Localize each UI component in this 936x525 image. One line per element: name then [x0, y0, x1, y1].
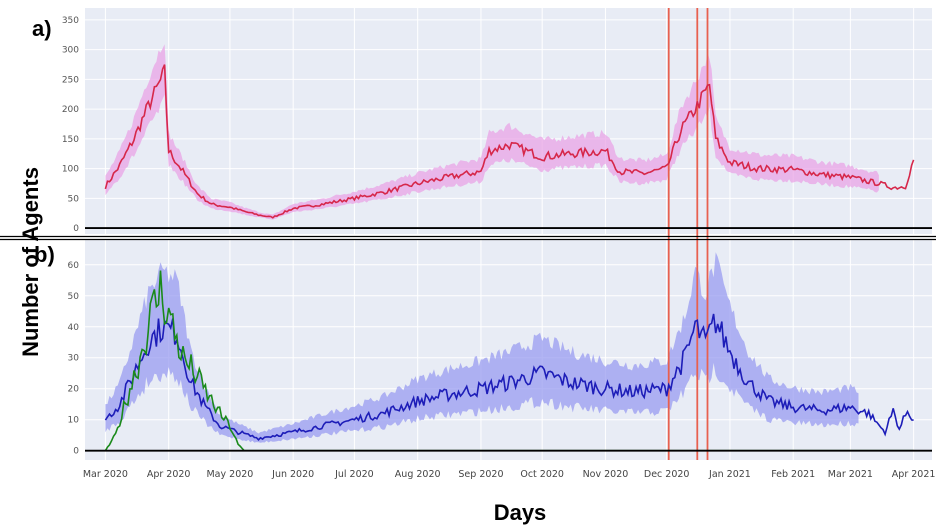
panel-a-background — [85, 8, 932, 234]
y-tick-label: 0 — [73, 224, 79, 234]
y-tick-label: 20 — [68, 385, 80, 395]
y-tick-label: 10 — [68, 416, 80, 426]
y-tick-label: 250 — [62, 75, 79, 85]
x-tick-label: Jun 2020 — [271, 469, 314, 480]
x-axis-label: Days — [494, 500, 547, 525]
y-tick-label: 50 — [68, 292, 80, 302]
panel-label-a: a) — [32, 16, 52, 41]
x-tick-label: Apr 2020 — [147, 469, 191, 480]
x-tick-label: May 2020 — [206, 469, 253, 480]
y-tick-label: 100 — [62, 165, 79, 175]
panel-label-b: b) — [34, 242, 55, 267]
y-tick-label: 200 — [62, 105, 79, 115]
x-tick-label: Nov 2020 — [583, 469, 629, 480]
y-tick-label: 150 — [62, 135, 79, 145]
y-axis-label: Number of Agents — [18, 167, 43, 357]
x-tick-label: Aug 2020 — [395, 469, 441, 480]
x-tick-label: Oct 2020 — [520, 469, 564, 480]
y-tick-label: 60 — [68, 261, 80, 271]
confidence-band — [105, 252, 859, 443]
y-tick-label: 40 — [68, 323, 80, 333]
series-line — [104, 313, 914, 441]
series-line — [104, 64, 915, 219]
y-tick-label: 50 — [68, 194, 80, 204]
y-tick-label: 0 — [73, 447, 79, 457]
x-tick-label: Mar 2020 — [83, 469, 128, 480]
x-tick-label: Feb 2021 — [771, 469, 815, 480]
x-tick-label: Sep 2020 — [458, 469, 503, 480]
y-tick-label: 300 — [62, 46, 79, 56]
x-tick-label: Apr 2021 — [892, 469, 936, 480]
x-tick-label: Jul 2020 — [334, 469, 374, 480]
y-tick-label: 350 — [62, 16, 79, 26]
x-tick-label: Mar 2021 — [828, 469, 873, 480]
x-tick-label: Jan 2021 — [708, 469, 751, 480]
x-tick-label: Dec 2020 — [644, 469, 690, 480]
y-tick-label: 30 — [68, 354, 80, 364]
confidence-band — [105, 44, 879, 220]
